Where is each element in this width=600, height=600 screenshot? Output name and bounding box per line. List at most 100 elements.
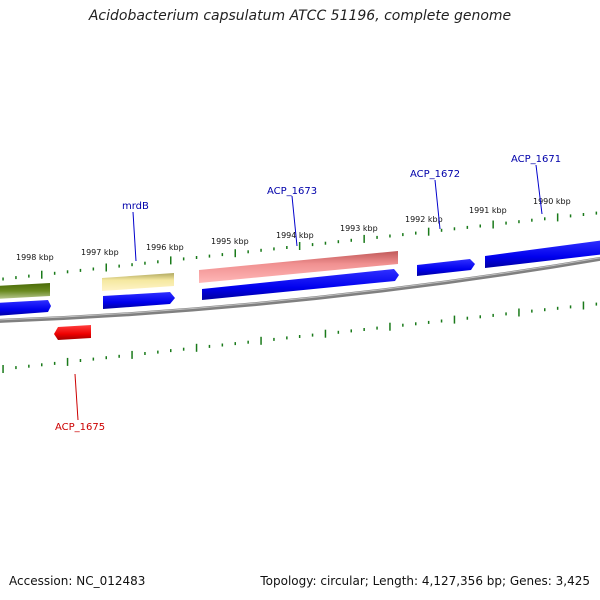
minor-tick (363, 328, 365, 331)
scale-tick-label: 1992 kbp (405, 215, 443, 224)
major-tick (41, 270, 43, 279)
major-tick (363, 234, 365, 243)
minor-tick (170, 349, 172, 353)
minor-tick (466, 316, 469, 320)
gene-label-ACP_1673[interactable]: ACP_1673 (267, 186, 317, 197)
major-tick (453, 315, 456, 324)
gene-forward-left[interactable] (0, 300, 51, 316)
minor-tick (324, 241, 327, 245)
gene-ACP_1675[interactable] (54, 325, 91, 340)
minor-tick (182, 257, 185, 261)
gene-forward-mrdB-region[interactable] (103, 292, 175, 309)
gene-mrdB[interactable] (102, 273, 174, 291)
minor-tick (118, 264, 120, 268)
gene-label-mrdB[interactable]: mrdB (122, 201, 149, 212)
minor-tick (53, 271, 56, 275)
minor-tick (28, 274, 30, 278)
accession-text: Accession: NC_012483 (9, 574, 146, 588)
genome-backbone-highlight (0, 257, 600, 321)
minor-tick (311, 333, 314, 337)
minor-tick (286, 246, 288, 249)
gene-ACP_1673[interactable] (199, 251, 398, 283)
minor-tick (105, 356, 107, 360)
minor-tick (41, 363, 43, 367)
minor-tick (182, 347, 185, 351)
gene-label-leaders (74, 164, 543, 421)
leader-ACP_1672 (434, 179, 441, 230)
minor-tick (518, 220, 520, 224)
minor-tick (273, 337, 275, 341)
major-tick (66, 357, 69, 366)
minor-tick (440, 228, 443, 232)
minor-tick (544, 217, 546, 221)
minor-tick (453, 227, 456, 231)
major-tick (131, 350, 133, 359)
minor-tick (208, 344, 211, 348)
minor-tick (298, 335, 301, 338)
minor-tick (556, 306, 559, 310)
major-tick (556, 213, 559, 222)
major-tick (324, 329, 327, 338)
genome-title: Acidobacterium capsulatum ATCC 51196, co… (88, 8, 512, 24)
major-tick (582, 301, 585, 310)
scale-tick-label: 1991 kbp (469, 206, 507, 215)
minor-tick (221, 343, 224, 347)
scale-tick-label: 1990 kbp (533, 197, 571, 206)
minor-tick (53, 361, 56, 365)
forward-strand-features (0, 240, 600, 316)
gene-label-ACP_1671[interactable]: ACP_1671 (511, 154, 561, 165)
major-tick (105, 263, 107, 272)
minor-tick (2, 277, 4, 281)
leader-ACP_1673 (291, 195, 298, 247)
minor-tick (208, 254, 211, 258)
minor-tick (479, 224, 481, 228)
gene-rrna[interactable] (0, 283, 50, 299)
gene-label-ACP_1672[interactable]: ACP_1672 (410, 169, 460, 180)
minor-tick (595, 211, 598, 215)
major-tick (427, 227, 430, 236)
minor-tick (337, 240, 340, 244)
minor-tick (569, 214, 572, 218)
minor-tick (569, 305, 572, 309)
major-tick (389, 322, 391, 331)
minor-tick (389, 234, 391, 238)
leader-ACP_1671 (535, 164, 543, 215)
minor-tick (427, 320, 430, 324)
minor-tick (92, 357, 95, 361)
major-tick (492, 220, 494, 229)
scale-tick-label: 1993 kbp (340, 224, 378, 233)
gene-ACP_1671[interactable] (485, 240, 600, 268)
scale-tick-label: 1997 kbp (81, 248, 119, 257)
minor-tick (479, 315, 481, 319)
minor-tick (273, 247, 275, 251)
major-tick (195, 343, 198, 352)
minor-tick (157, 260, 159, 264)
major-tick (518, 308, 520, 317)
minor-tick (118, 354, 120, 358)
minor-tick (234, 342, 236, 346)
gene-forward-ACP_1673-region[interactable] (202, 269, 399, 300)
scale-labels: 1998 kbp 1997 kbp 1996 kbp 1995 kbp 1994… (16, 197, 571, 262)
major-tick (234, 249, 236, 258)
scale-ticks-inner (2, 301, 598, 373)
minor-tick (440, 319, 443, 323)
minor-tick (247, 250, 249, 254)
minor-tick (350, 238, 352, 242)
gene-label-ACP_1675[interactable]: ACP_1675 (55, 422, 105, 433)
gene-ACP_1672[interactable] (417, 259, 475, 276)
minor-tick (15, 276, 17, 280)
minor-tick (582, 213, 585, 216)
minor-tick (402, 323, 404, 327)
minor-tick (79, 268, 82, 272)
major-tick (260, 336, 262, 345)
minor-tick (195, 256, 198, 259)
minor-tick (544, 308, 546, 312)
minor-tick (337, 330, 340, 334)
scale-tick-label: 1996 kbp (146, 243, 184, 252)
major-tick (2, 365, 4, 373)
minor-tick (376, 235, 378, 239)
minor-tick (505, 221, 507, 225)
minor-tick (221, 253, 224, 257)
